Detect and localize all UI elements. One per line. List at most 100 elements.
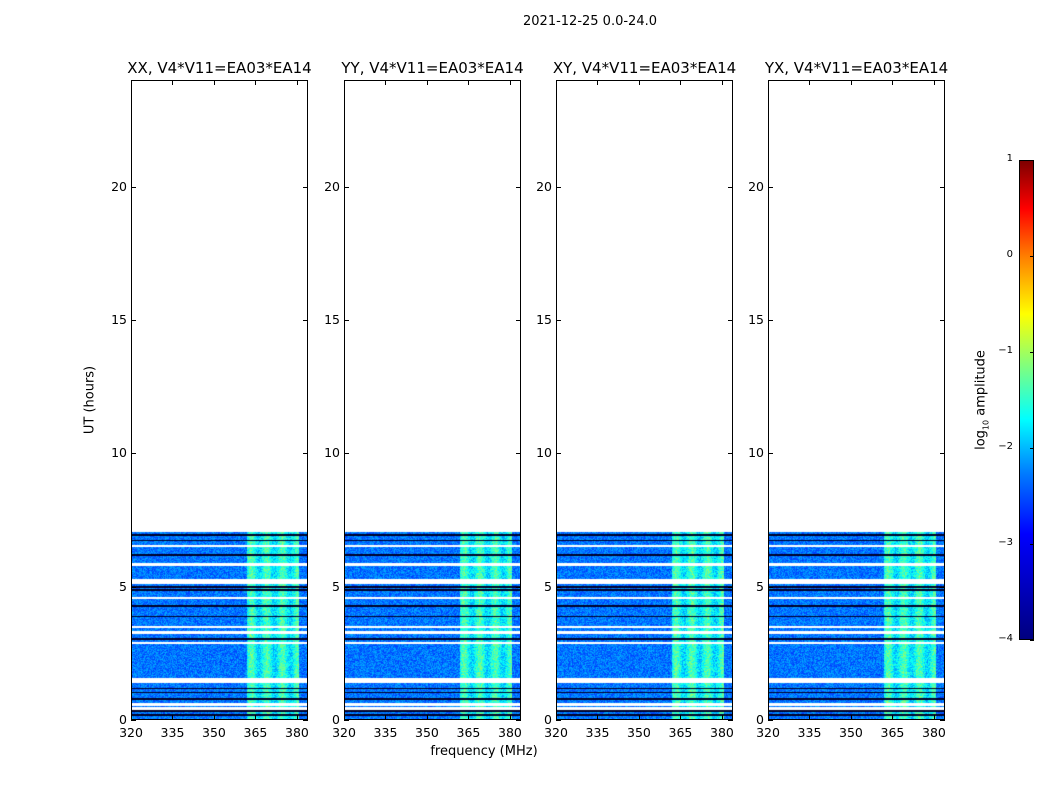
x-tick-label: 350 bbox=[839, 725, 863, 740]
figure-title: 2021-12-25 0.0-24.0 bbox=[523, 14, 657, 29]
x-tick-mark bbox=[850, 80, 852, 85]
colorbar-tick-label: 0 bbox=[1006, 249, 1013, 260]
x-tick-mark bbox=[597, 80, 599, 85]
y-tick-label: 0 bbox=[119, 712, 127, 727]
x-tick-mark bbox=[172, 715, 174, 720]
heatmap-image bbox=[557, 81, 732, 719]
x-tick-mark bbox=[344, 715, 345, 720]
y-tick-mark bbox=[303, 586, 308, 588]
panel-title: XX, V4*V11=EA03*EA14 bbox=[127, 59, 312, 77]
y-axis-label: UT (hours) bbox=[82, 365, 98, 435]
y-tick-mark bbox=[344, 453, 349, 455]
y-tick-label: 5 bbox=[544, 578, 552, 594]
x-tick-label: 320 bbox=[544, 725, 568, 740]
y-tick-mark bbox=[344, 186, 349, 188]
x-tick-mark bbox=[213, 715, 215, 720]
y-tick-label: 5 bbox=[119, 578, 127, 594]
x-tick-label: 350 bbox=[202, 725, 226, 740]
x-tick-mark bbox=[385, 715, 387, 720]
y-tick-label: 20 bbox=[324, 178, 340, 194]
x-tick-label: 380 bbox=[285, 725, 309, 740]
colorbar-tick-label: −2 bbox=[998, 441, 1013, 452]
colorbar-tick-label: −1 bbox=[998, 345, 1013, 356]
y-tick-mark bbox=[728, 186, 733, 188]
colorbar-tick-mark bbox=[1030, 256, 1034, 257]
x-tick-label: 350 bbox=[415, 725, 439, 740]
x-tick-mark bbox=[638, 715, 640, 720]
heatmap-panel bbox=[768, 80, 945, 720]
x-tick-mark bbox=[933, 715, 935, 720]
heatmap-image bbox=[345, 81, 520, 719]
x-tick-mark bbox=[850, 715, 852, 720]
x-tick-mark bbox=[680, 80, 682, 85]
y-tick-label: 10 bbox=[536, 445, 552, 461]
colorbar-tick-label: −3 bbox=[998, 537, 1013, 548]
x-tick-label: 320 bbox=[332, 725, 356, 740]
colorbar-tick-mark bbox=[1030, 448, 1034, 449]
x-tick-label: 335 bbox=[585, 725, 610, 740]
x-tick-label: 335 bbox=[373, 725, 398, 740]
y-tick-label: 15 bbox=[536, 312, 552, 327]
colorbar-tick-label: −4 bbox=[998, 633, 1013, 644]
y-tick-mark bbox=[768, 453, 773, 455]
x-tick-mark bbox=[556, 80, 557, 85]
x-tick-mark bbox=[468, 715, 470, 720]
x-tick-mark bbox=[131, 80, 132, 85]
y-tick-mark bbox=[516, 320, 521, 321]
y-tick-mark bbox=[303, 720, 308, 721]
y-tick-mark bbox=[131, 453, 136, 455]
y-tick-mark bbox=[344, 320, 349, 321]
x-tick-mark bbox=[768, 715, 769, 720]
x-tick-mark bbox=[638, 80, 640, 85]
y-tick-label: 20 bbox=[748, 178, 764, 194]
x-tick-mark bbox=[131, 715, 132, 720]
x-tick-mark bbox=[213, 80, 215, 85]
y-tick-mark bbox=[728, 320, 733, 321]
heatmap-panel bbox=[556, 80, 733, 720]
x-tick-label: 365 bbox=[456, 725, 481, 740]
colorbar bbox=[1019, 160, 1034, 640]
x-tick-mark bbox=[255, 80, 257, 85]
x-axis-label: frequency (MHz) bbox=[430, 744, 538, 759]
y-tick-mark bbox=[131, 320, 136, 321]
panel-title: XY, V4*V11=EA03*EA14 bbox=[552, 59, 737, 77]
y-tick-mark bbox=[728, 453, 733, 455]
x-tick-label: 380 bbox=[710, 725, 734, 740]
x-tick-label: 320 bbox=[756, 725, 780, 740]
heatmap-panel bbox=[131, 80, 308, 720]
x-tick-label: 380 bbox=[498, 725, 522, 740]
y-tick-label: 5 bbox=[332, 578, 340, 594]
x-tick-mark bbox=[344, 80, 345, 85]
y-tick-mark bbox=[768, 186, 773, 188]
x-tick-label: 335 bbox=[160, 725, 185, 740]
y-tick-mark bbox=[556, 586, 561, 588]
y-tick-label: 15 bbox=[111, 312, 127, 327]
x-tick-label: 350 bbox=[627, 725, 651, 740]
heatmap-image bbox=[769, 81, 944, 719]
x-tick-mark bbox=[509, 80, 511, 85]
y-tick-mark bbox=[556, 320, 561, 321]
y-tick-mark bbox=[768, 720, 773, 721]
x-tick-mark bbox=[556, 715, 557, 720]
x-tick-mark bbox=[296, 715, 298, 720]
x-tick-mark bbox=[172, 80, 174, 85]
x-tick-mark bbox=[721, 715, 723, 720]
y-tick-mark bbox=[303, 186, 308, 188]
colorbar-tick-mark bbox=[1030, 352, 1034, 353]
y-tick-mark bbox=[940, 453, 945, 455]
y-tick-label: 10 bbox=[748, 445, 764, 461]
y-tick-mark bbox=[516, 586, 521, 588]
x-tick-mark bbox=[509, 715, 511, 720]
x-tick-label: 320 bbox=[119, 725, 143, 740]
y-tick-label: 20 bbox=[111, 178, 127, 194]
y-tick-mark bbox=[131, 586, 136, 588]
colorbar-tick-mark bbox=[1030, 544, 1034, 545]
x-tick-mark bbox=[892, 80, 894, 85]
y-tick-mark bbox=[940, 320, 945, 321]
x-tick-mark bbox=[385, 80, 387, 85]
x-tick-mark bbox=[809, 80, 811, 85]
y-tick-mark bbox=[303, 320, 308, 321]
x-tick-mark bbox=[809, 715, 811, 720]
y-tick-mark bbox=[728, 720, 733, 721]
x-tick-mark bbox=[296, 80, 298, 85]
